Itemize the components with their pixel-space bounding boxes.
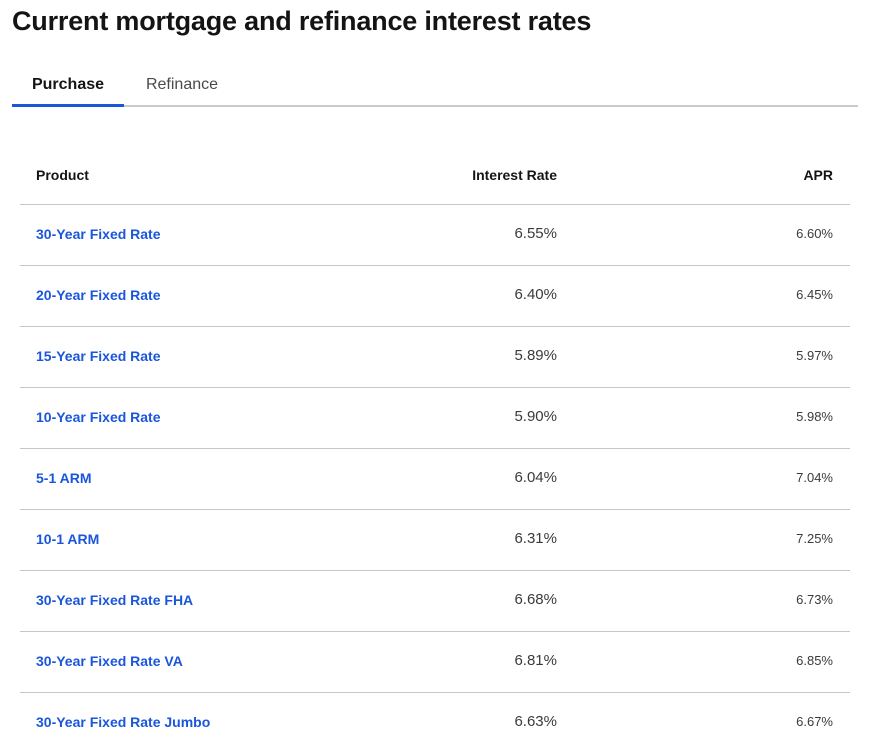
table-row: 10-Year Fixed Rate 5.90% 5.98%: [20, 388, 850, 449]
interest-rate-value: 5.89%: [514, 347, 557, 364]
apr-value: 6.45%: [796, 287, 833, 302]
table-row: 5-1 ARM 6.04% 7.04%: [20, 449, 850, 510]
apr-value: 6.85%: [796, 653, 833, 668]
column-header-interest-rate: Interest Rate: [472, 167, 557, 183]
apr-value: 5.98%: [796, 409, 833, 424]
product-link[interactable]: 10-1 ARM: [36, 531, 100, 547]
table-row: 30-Year Fixed Rate Jumbo 6.63% 6.67%: [20, 693, 850, 747]
apr-value: 7.04%: [796, 470, 833, 485]
tab-bar: Purchase Refinance: [12, 66, 858, 107]
tab-refinance[interactable]: Refinance: [145, 76, 219, 93]
column-header-product: Product: [36, 167, 89, 183]
apr-value: 6.73%: [796, 592, 833, 607]
table-row: 10-1 ARM 6.31% 7.25%: [20, 510, 850, 571]
apr-value: 6.67%: [796, 714, 833, 729]
product-link[interactable]: 15-Year Fixed Rate: [36, 348, 161, 364]
table-row: 20-Year Fixed Rate 6.40% 6.45%: [20, 266, 850, 327]
product-link[interactable]: 30-Year Fixed Rate FHA: [36, 592, 194, 608]
table-header-row: Product Interest Rate APR: [20, 145, 850, 205]
product-link[interactable]: 20-Year Fixed Rate: [36, 287, 161, 303]
interest-rate-value: 6.40%: [514, 286, 557, 303]
apr-value: 7.25%: [796, 531, 833, 546]
product-link[interactable]: 30-Year Fixed Rate VA: [36, 653, 183, 669]
product-link[interactable]: 30-Year Fixed Rate: [36, 226, 161, 242]
column-header-apr: APR: [803, 167, 833, 183]
apr-value: 5.97%: [796, 348, 833, 363]
interest-rate-value: 6.68%: [514, 591, 557, 608]
rates-table: Product Interest Rate APR 30-Year Fixed …: [20, 145, 850, 747]
product-link[interactable]: 30-Year Fixed Rate Jumbo: [36, 714, 211, 730]
table-row: 30-Year Fixed Rate VA 6.81% 6.85%: [20, 632, 850, 693]
page-title: Current mortgage and refinance interest …: [12, 6, 592, 36]
table-row: 30-Year Fixed Rate FHA 6.68% 6.73%: [20, 571, 850, 632]
product-link[interactable]: 10-Year Fixed Rate: [36, 409, 161, 425]
interest-rate-value: 5.90%: [514, 408, 557, 425]
interest-rate-value: 6.55%: [514, 225, 557, 242]
interest-rate-value: 6.81%: [514, 652, 557, 669]
tab-purchase[interactable]: Purchase: [12, 66, 124, 107]
apr-value: 6.60%: [796, 226, 833, 241]
interest-rate-value: 6.63%: [514, 713, 557, 730]
interest-rate-value: 6.04%: [514, 469, 557, 486]
table-row: 30-Year Fixed Rate 6.55% 6.60%: [20, 205, 850, 266]
interest-rate-value: 6.31%: [514, 530, 557, 547]
table-row: 15-Year Fixed Rate 5.89% 5.97%: [20, 327, 850, 388]
product-link[interactable]: 5-1 ARM: [36, 470, 92, 486]
